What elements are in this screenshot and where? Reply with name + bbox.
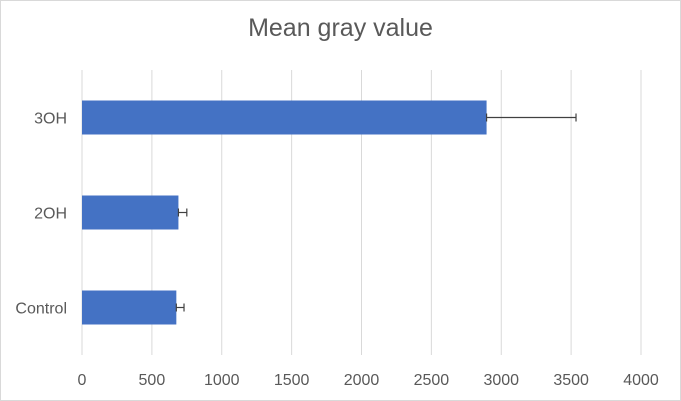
- chart-title: Mean gray value: [248, 14, 433, 42]
- bar: [82, 195, 179, 230]
- x-tick-labels: 0 500 1000 1500 2000 2500 3000 3500 4000: [78, 372, 659, 389]
- x-tick-label: 0: [78, 372, 87, 389]
- bars: [82, 100, 487, 325]
- x-tick-label: 500: [139, 372, 166, 389]
- x-tick-label: 2000: [344, 372, 380, 389]
- category-label: Control: [15, 301, 67, 318]
- category-label: 3OH: [34, 111, 67, 128]
- x-tick-label: 1000: [204, 372, 240, 389]
- bar: [82, 100, 487, 135]
- error-bars: [175, 113, 577, 312]
- x-tick-label: 2500: [414, 372, 450, 389]
- error-bar: [177, 208, 188, 217]
- x-tick-label: 4000: [623, 372, 659, 389]
- x-tick-label: 3000: [483, 372, 519, 389]
- bar: [82, 290, 177, 325]
- x-tick-label: 1500: [274, 372, 310, 389]
- error-bar: [175, 303, 185, 312]
- x-tick-label: 3500: [553, 372, 589, 389]
- category-label: 2OH: [34, 206, 67, 223]
- y-tick-labels: Control 2OH 3OH: [15, 111, 67, 318]
- error-bar: [485, 113, 577, 122]
